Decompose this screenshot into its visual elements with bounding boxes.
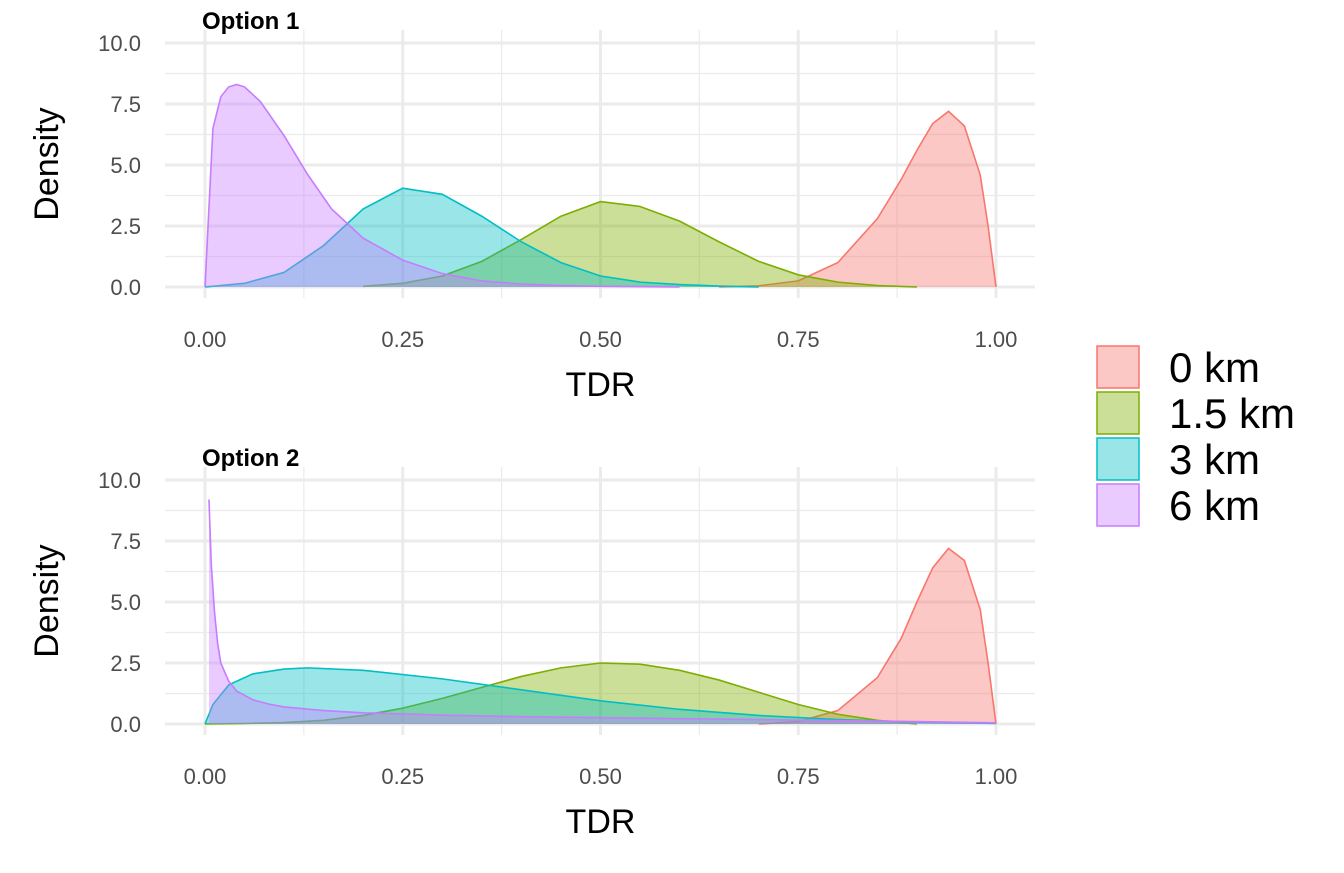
x-tick-label: 0.75: [777, 764, 820, 789]
legend-swatch: [1096, 437, 1140, 481]
density-area-0-km: [758, 548, 996, 724]
density-line-3-km: [204, 667, 997, 725]
y-axis-title: Density: [28, 107, 66, 220]
legend-swatch: [1096, 483, 1140, 527]
series-group: [204, 499, 997, 725]
legend-label: 0 km: [1169, 344, 1260, 391]
density-line-1-5-km: [363, 200, 917, 288]
legend-label: 3 km: [1169, 436, 1260, 483]
legend-item-1-5-km: 1.5 km: [1096, 390, 1295, 437]
panel-title: Option 1: [202, 8, 299, 35]
panel-title: Option 2: [202, 445, 299, 472]
legend-label: 1.5 km: [1169, 390, 1295, 437]
x-tick-label: 0.25: [381, 764, 424, 789]
legend-item-6-km: 6 km: [1096, 482, 1260, 529]
density-line-3-km: [204, 187, 759, 288]
density-area-6-km: [205, 84, 680, 287]
density-area-0-km: [719, 111, 996, 287]
x-tick-label: 1.00: [975, 764, 1018, 789]
x-tick-label: 1.00: [975, 327, 1018, 352]
y-tick-label: 7.5: [110, 529, 141, 554]
y-tick-label: 7.5: [110, 92, 141, 117]
density-line-6-km: [204, 83, 680, 288]
density-area-3-km: [205, 667, 996, 724]
x-tick-label: 0.25: [381, 327, 424, 352]
y-tick-label: 0.0: [110, 712, 141, 737]
density-area-1-5-km: [205, 663, 917, 724]
density-line-6-km: [208, 499, 997, 724]
legend-swatch: [1096, 391, 1140, 435]
density-line-1-5-km: [204, 662, 917, 725]
y-axis-title: Density: [28, 544, 66, 657]
x-tick-label: 0.50: [579, 764, 622, 789]
density-area-3-km: [205, 188, 759, 287]
x-tick-label: 0.50: [579, 327, 622, 352]
panel-option-1: Option 1 0.00 0.25 0.50 0.75 1.00 0.0 2.5 5.0 7.5…: [28, 8, 1035, 404]
density-area-1-5-km: [363, 201, 917, 287]
y-tick-label: 2.5: [110, 651, 141, 676]
legend-item-0-km: 0 km: [1096, 344, 1260, 391]
x-tick-label: 0.75: [777, 327, 820, 352]
legend-label: 6 km: [1169, 482, 1260, 529]
legend-swatch: [1096, 345, 1140, 389]
y-tick-label: 2.5: [110, 214, 141, 239]
y-tick-label: 5.0: [110, 590, 141, 615]
y-tick-label: 10.0: [98, 31, 141, 56]
y-tick-label: 5.0: [110, 153, 141, 178]
density-line-0-km: [719, 110, 997, 288]
x-tick-label: 0.00: [184, 327, 227, 352]
legend-item-3-km: 3 km: [1096, 436, 1260, 483]
y-tick-label: 0.0: [110, 275, 141, 300]
x-tick-label: 0.00: [184, 764, 227, 789]
x-axis-title: TDR: [566, 803, 636, 841]
series-group: [204, 83, 997, 288]
y-tick-label: 10.0: [98, 468, 141, 493]
legend: 0 km1.5 km3 km6 km: [1096, 344, 1295, 529]
x-axis-title: TDR: [566, 366, 636, 404]
panel-option-2: Option 2 0.00 0.25 0.50 0.75 1.00 0.0 2.5 5.0 7.5…: [28, 445, 1035, 841]
